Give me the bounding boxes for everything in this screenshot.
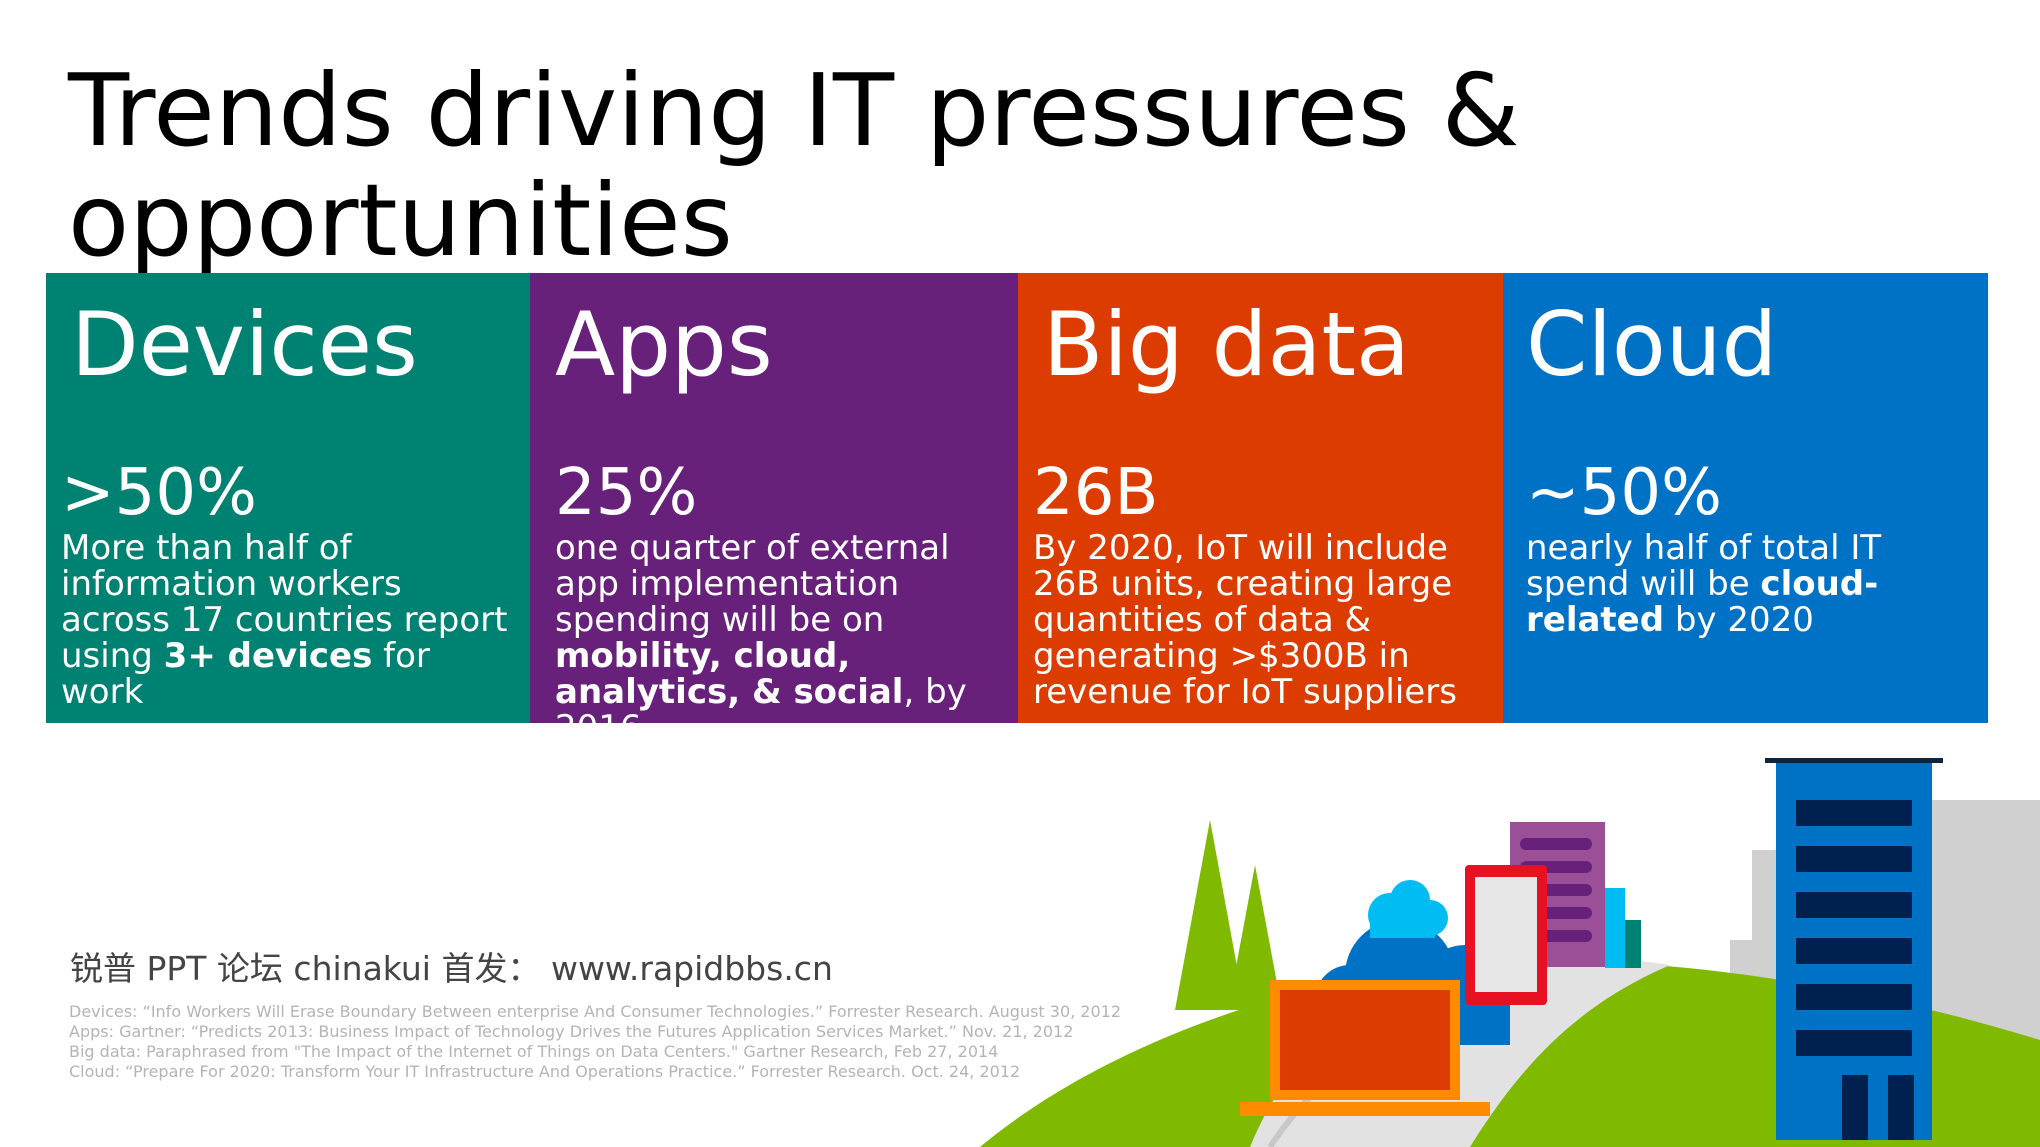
panel-description-bold: cloud-related — [1526, 564, 1879, 640]
panel-big-data: Big data 26B By 2020, IoT will include 2… — [1018, 273, 1503, 723]
source-citations: Devices: “Info Workers Will Erase Bounda… — [69, 1002, 1269, 1082]
panel-heading: Cloud — [1526, 293, 1778, 396]
trend-panels: Devices >50% More than half of informati… — [46, 273, 1988, 723]
panel-devices: Devices >50% More than half of informati… — [46, 273, 530, 723]
city-illustration — [980, 758, 2040, 1147]
panel-heading: Big data — [1043, 293, 1410, 396]
panel-description: More than half of information workers ac… — [61, 528, 508, 712]
panel-heading: Devices — [71, 293, 418, 396]
source-devices: Devices: “Info Workers Will Erase Bounda… — [69, 1002, 1122, 1021]
slide-title: Trends driving IT pressures & opportunit… — [68, 52, 1520, 279]
panel-stat: 26B — [1033, 456, 1159, 530]
source-big-data: Big data: Paraphrased from "The Impact o… — [69, 1042, 999, 1061]
panel-stat: ~50% — [1526, 456, 1722, 530]
building-roof — [1765, 758, 1943, 763]
panel-description-bold: 3+ devices — [163, 636, 373, 676]
source-cloud: Cloud: “Prepare For 2020: Transform Your… — [69, 1062, 1021, 1081]
panel-heading: Apps — [555, 293, 773, 396]
panel-description: one quarter of external app implementati… — [555, 528, 967, 723]
tree-icon — [1228, 865, 1282, 1010]
panel-description: nearly half of total IT spend will be cl… — [1526, 528, 1882, 640]
panel-cloud: Cloud ~50% nearly half of total IT spend… — [1503, 273, 1988, 723]
source-apps: Apps: Gartner: “Predicts 2013: Business … — [69, 1022, 1074, 1041]
panel-description: By 2020, IoT will include 26B units, cre… — [1033, 528, 1457, 712]
panel-description-bold: mobility, cloud, analytics, & social — [555, 636, 904, 712]
tree-icon — [1175, 820, 1245, 1010]
panel-stat: 25% — [555, 456, 698, 530]
forum-watermark: 锐普 PPT 论坛 chinakui 首发： www.rapidbbs.cn — [70, 949, 833, 988]
panel-apps: Apps 25% one quarter of external app imp… — [530, 273, 1018, 723]
panel-stat: >50% — [61, 456, 257, 530]
